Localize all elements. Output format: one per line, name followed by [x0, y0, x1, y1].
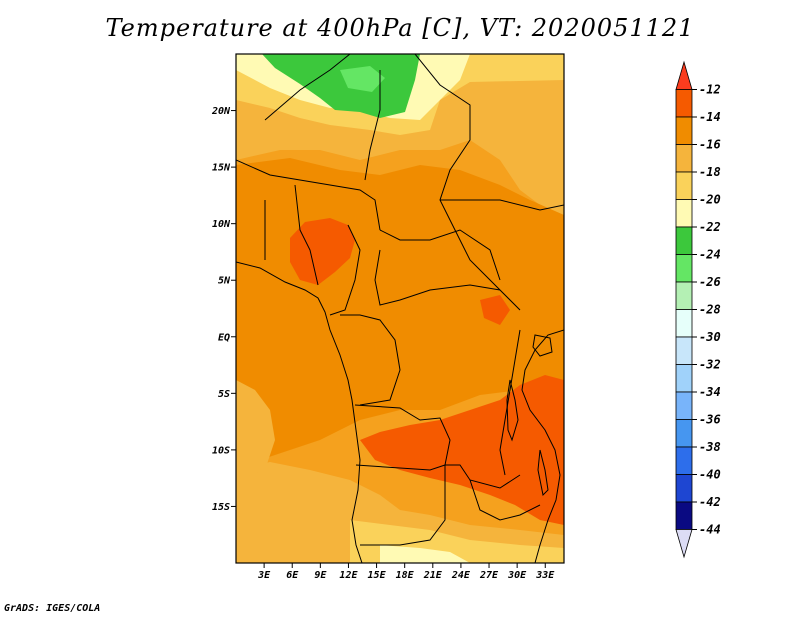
shade-nigeria-hot — [290, 218, 355, 285]
lon-tick-label: 24E — [451, 570, 471, 581]
lon-tick-label: 27E — [479, 570, 499, 581]
shade-southeast-hot — [360, 375, 564, 525]
plot-frame — [235, 53, 565, 564]
colorbar-segment — [675, 501, 693, 530]
colorbar-label: -38 — [699, 440, 721, 454]
colorbar-label: -26 — [699, 275, 721, 289]
longitude-axis: 3E 6E 9E 12E 15E 18E 21E 24E 27E 30E 33E — [257, 563, 555, 581]
lat-tick-label: 10S — [212, 445, 230, 456]
border-south-2 — [360, 465, 446, 546]
colorbar-segment — [675, 474, 693, 503]
colorbar-label: -14 — [699, 110, 721, 124]
border-north-3 — [414, 54, 521, 311]
colorbar-segment — [675, 446, 693, 475]
lat-tick-label: 15N — [212, 163, 231, 174]
colorbar: -12 -14 -16 -18 -20 -22 -24 -26 -28 -30 -32 -34 -36 -… — [675, 60, 721, 559]
lon-tick-label: 6E — [286, 570, 299, 581]
border-south-1 — [355, 464, 446, 471]
shade-south-cool — [236, 462, 564, 563]
temperature-field — [236, 54, 564, 563]
lon-tick-label: 33E — [535, 570, 555, 581]
lon-tick-label: 3E — [257, 570, 271, 581]
colorbar-label: -12 — [699, 83, 721, 97]
colorbar-label: -34 — [699, 385, 721, 399]
shade-east-patch — [480, 295, 510, 325]
colorbar-label: -28 — [699, 303, 721, 317]
border-congo-1 — [340, 314, 401, 406]
colorbar-top-triangle — [675, 60, 693, 90]
lon-tick-label: 21E — [423, 570, 443, 581]
lon-tick-label: 15E — [368, 570, 387, 581]
border-chad-sudan — [440, 199, 564, 211]
border-west-2 — [294, 184, 319, 286]
lon-tick-label: 9E — [314, 570, 327, 581]
lat-tick-label: 15S — [212, 502, 230, 513]
colorbar-segment — [675, 254, 693, 283]
colorbar-label: -16 — [699, 138, 721, 152]
colorbar-label: -20 — [699, 193, 721, 207]
colorbar-label: -32 — [699, 358, 721, 372]
lake-malawi — [537, 449, 549, 497]
lake-tanganyika — [506, 379, 519, 442]
colorbar-label: -18 — [699, 165, 721, 179]
latitude-axis: 20N 15N 10N 5N EQ 5S 10S 15S — [211, 106, 236, 513]
border-north-2 — [364, 70, 381, 181]
colorbar-segment — [675, 391, 693, 420]
lat-tick-label: 5N — [218, 276, 231, 287]
colorbar-label: -36 — [699, 413, 721, 427]
colorbar-segment — [675, 171, 693, 200]
coastline-west — [236, 261, 363, 563]
border-central-1 — [379, 229, 501, 281]
shade-minus26-patch — [340, 66, 385, 92]
colorbar-segment — [675, 89, 693, 118]
colorbar-segment — [675, 116, 693, 145]
colorbar-segment — [675, 336, 693, 365]
colorbar-label: -24 — [699, 248, 721, 262]
shade-west-cool — [236, 380, 275, 480]
lake-victoria — [532, 334, 553, 357]
country-borders — [236, 54, 564, 563]
lat-tick-label: EQ — [218, 332, 230, 343]
colorbar-label: -30 — [699, 330, 721, 344]
border-cameroon — [329, 224, 361, 316]
colorbar-segment — [675, 199, 693, 228]
grads-credit: GrADS: IGES/COLA — [4, 603, 101, 614]
colorbar-segment — [675, 144, 693, 173]
colorbar-label: -42 — [699, 495, 721, 509]
colorbar-segment — [675, 364, 693, 393]
colorbar-segment — [675, 226, 693, 255]
lon-tick-label: 30E — [507, 570, 527, 581]
border-south-3 — [469, 479, 541, 521]
lat-tick-label: 5S — [218, 389, 230, 400]
border-sahel — [236, 159, 381, 231]
map-title: Temperature at 400hPa [C], VT: 202005112… — [105, 14, 695, 42]
border-central-2 — [374, 249, 501, 306]
lon-tick-label: 12E — [339, 570, 358, 581]
colorbar-bottom-triangle — [675, 529, 693, 559]
colorbar-label: -22 — [699, 220, 721, 234]
border-congo-2 — [354, 404, 521, 489]
border-north-1 — [264, 54, 351, 121]
colorbar-segment — [675, 419, 693, 448]
colorbar-segment — [675, 281, 693, 310]
lat-tick-label: 20N — [211, 106, 231, 117]
shade-south-minus22 — [380, 545, 470, 563]
colorbar-label: -40 — [699, 468, 721, 482]
lat-tick-label: 10N — [212, 219, 231, 230]
colorbar-label: -44 — [699, 523, 721, 537]
lon-tick-label: 18E — [396, 570, 415, 581]
colorbar-segment — [675, 309, 693, 338]
